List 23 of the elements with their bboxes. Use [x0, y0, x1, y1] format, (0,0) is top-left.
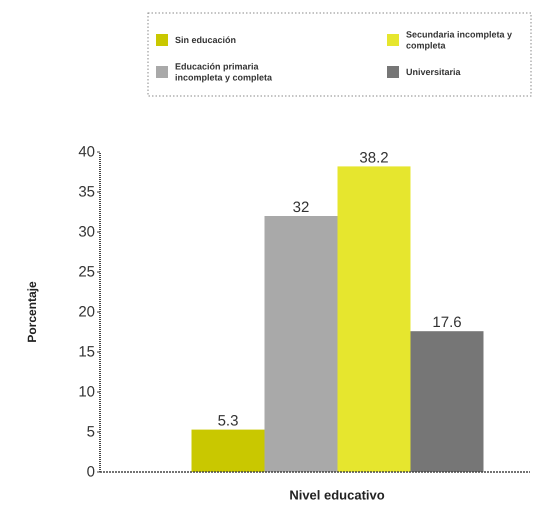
bar — [410, 331, 484, 472]
legend-label: Educación primaria incompleta y completa — [175, 62, 274, 82]
y-tick-label: 10 — [78, 384, 95, 400]
legend-label: Secundaria incompleta y completa — [406, 30, 512, 50]
data-label: 17.6 — [432, 314, 462, 332]
bar — [338, 166, 410, 472]
y-tick-label: 25 — [78, 264, 95, 280]
y-tick-label: 35 — [78, 184, 95, 200]
legend-label: Sin educación — [175, 35, 236, 45]
x-axis-title: Nivel educativo — [289, 488, 385, 503]
y-axis-title: Porcentaje — [25, 280, 39, 343]
y-tick-label: 5 — [86, 424, 95, 440]
y-tick-label: 0 — [86, 464, 95, 480]
bar — [264, 216, 338, 472]
y-tick-label: 30 — [78, 224, 95, 240]
data-label: 5.3 — [218, 412, 238, 430]
data-label: 38.2 — [359, 149, 389, 166]
y-tick-label: 15 — [78, 344, 95, 360]
data-label: 32 — [292, 199, 310, 216]
bar — [192, 430, 264, 472]
y-tick-label: 40 — [78, 144, 95, 160]
legend-label: Universitaria — [406, 67, 462, 77]
y-tick-label: 20 — [78, 304, 95, 320]
